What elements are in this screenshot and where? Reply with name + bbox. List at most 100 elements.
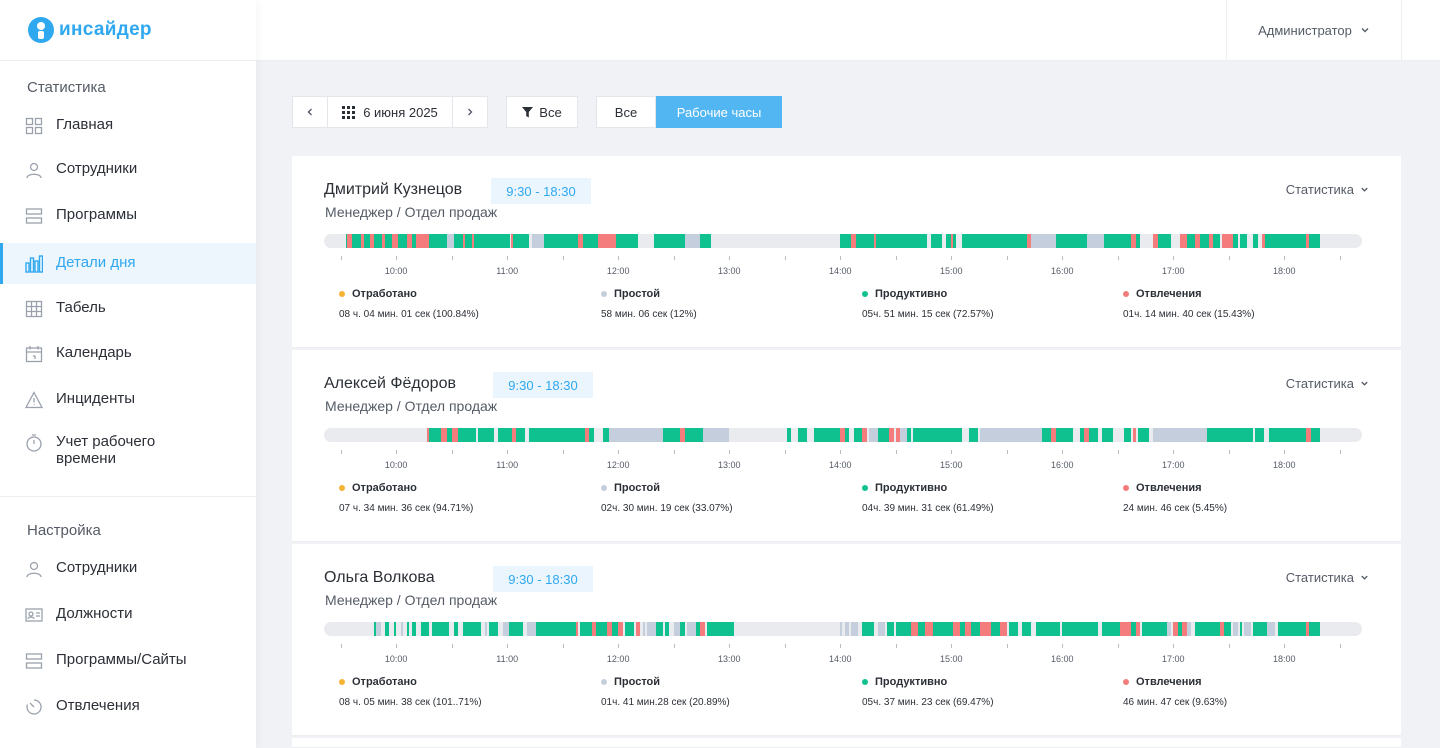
timeline-segment[interactable] xyxy=(1142,622,1167,636)
timeline-segment[interactable] xyxy=(1244,622,1251,636)
timeline-segment[interactable] xyxy=(1308,234,1320,248)
timeline-segment[interactable] xyxy=(1233,622,1238,636)
segment-all[interactable]: Все xyxy=(596,96,656,128)
timeline-segment[interactable] xyxy=(1119,622,1132,636)
timeline-segment[interactable] xyxy=(1124,428,1132,442)
timeline-segment[interactable] xyxy=(889,428,894,442)
timeline-segment[interactable] xyxy=(1262,234,1266,248)
timeline-segment[interactable] xyxy=(607,622,612,636)
timeline-segment[interactable] xyxy=(707,622,734,636)
timeline-segment[interactable] xyxy=(971,622,981,636)
timeline-segment[interactable] xyxy=(1062,622,1098,636)
timeline-segment[interactable] xyxy=(498,428,512,442)
timeline-segment[interactable] xyxy=(351,234,361,248)
segment-work-hours[interactable]: Рабочие часы xyxy=(656,96,782,128)
timeline-segment[interactable] xyxy=(695,622,701,636)
employee-name[interactable]: Алексей Фёдоров xyxy=(324,375,456,392)
timeline-segment[interactable] xyxy=(877,622,885,636)
timeline-segment[interactable] xyxy=(906,428,912,442)
timeline-segment[interactable] xyxy=(429,234,448,248)
timeline-segment[interactable] xyxy=(489,622,499,636)
sidebar-item-programs[interactable]: Программы xyxy=(0,194,256,238)
timeline-segment[interactable] xyxy=(1222,234,1234,248)
timeline-segment[interactable] xyxy=(411,622,417,636)
timeline-segment[interactable] xyxy=(429,428,441,442)
timeline-segment[interactable] xyxy=(844,622,850,636)
timeline-segment[interactable] xyxy=(595,622,608,636)
timeline-segment[interactable] xyxy=(1055,428,1074,442)
timeline-segment[interactable] xyxy=(647,622,656,636)
prev-day-button[interactable] xyxy=(292,96,328,128)
timeline-segment[interactable] xyxy=(1186,234,1196,248)
timeline-segment[interactable] xyxy=(953,234,956,248)
timeline-segment[interactable] xyxy=(582,234,599,248)
timeline-segment[interactable] xyxy=(873,234,876,248)
statistics-dropdown[interactable]: Статистика xyxy=(1286,570,1369,585)
timeline-segment[interactable] xyxy=(1253,622,1267,636)
timeline-segment[interactable] xyxy=(484,622,488,636)
timeline-segment[interactable] xyxy=(543,234,579,248)
timeline-segment[interactable] xyxy=(1224,622,1231,636)
timeline-segment[interactable] xyxy=(407,234,412,248)
timeline-segment[interactable] xyxy=(1137,428,1149,442)
sidebar-item-home[interactable]: Главная xyxy=(0,104,256,148)
timeline-segment[interactable] xyxy=(886,622,894,636)
app-logo[interactable]: инсайдер xyxy=(0,0,256,61)
timeline-segment[interactable] xyxy=(1026,234,1032,248)
timeline-segment[interactable] xyxy=(1080,428,1085,442)
timeline-segment[interactable] xyxy=(511,428,517,442)
timeline-segment[interactable] xyxy=(458,428,477,442)
statistics-dropdown[interactable]: Статистика xyxy=(1286,376,1369,391)
timeline-segment[interactable] xyxy=(510,234,513,248)
timeline-segment[interactable] xyxy=(680,622,685,636)
timeline-segment[interactable] xyxy=(373,234,382,248)
timeline-segment[interactable] xyxy=(786,428,792,442)
timeline-segment[interactable] xyxy=(591,622,596,636)
timeline-segment[interactable] xyxy=(913,428,963,442)
timeline-segment[interactable] xyxy=(1186,622,1192,636)
timeline-segment[interactable] xyxy=(598,234,616,248)
timeline-segment[interactable] xyxy=(1102,622,1120,636)
timeline-segment[interactable] xyxy=(346,234,348,248)
timeline-segment[interactable] xyxy=(624,622,634,636)
timeline-segment[interactable] xyxy=(1022,622,1032,636)
activity-timeline[interactable] xyxy=(324,234,1362,248)
timeline-segment[interactable] xyxy=(798,428,807,442)
timeline-segment[interactable] xyxy=(580,622,592,636)
timeline-segment[interactable] xyxy=(502,622,510,636)
timeline-segment[interactable] xyxy=(1208,234,1214,248)
timeline-segment[interactable] xyxy=(407,622,410,636)
timeline-segment[interactable] xyxy=(589,428,594,442)
employee-name[interactable]: Дмитрий Кузнецов xyxy=(324,181,463,198)
timeline-segment[interactable] xyxy=(1088,428,1098,442)
timeline-segment[interactable] xyxy=(684,234,701,248)
timeline-segment[interactable] xyxy=(1268,428,1307,442)
timeline-segment[interactable] xyxy=(453,622,459,636)
timeline-segment[interactable] xyxy=(895,428,901,442)
timeline-segment[interactable] xyxy=(953,622,961,636)
timeline-segment[interactable] xyxy=(453,234,463,248)
timeline-segment[interactable] xyxy=(851,622,858,636)
timeline-segment[interactable] xyxy=(813,428,841,442)
timeline-segment[interactable] xyxy=(1277,622,1307,636)
timeline-segment[interactable] xyxy=(853,428,863,442)
timeline-segment[interactable] xyxy=(1135,234,1140,248)
timeline-segment[interactable] xyxy=(700,234,712,248)
sidebar-item-distractions[interactable]: Отвлечения xyxy=(0,685,256,729)
timeline-segment[interactable] xyxy=(1199,234,1209,248)
timeline-segment[interactable] xyxy=(1000,622,1007,636)
timeline-segment[interactable] xyxy=(855,234,874,248)
timeline-segment[interactable] xyxy=(1233,234,1238,248)
timeline-segment[interactable] xyxy=(673,622,681,636)
timeline-segment[interactable] xyxy=(900,428,907,442)
timeline-segment[interactable] xyxy=(462,234,465,248)
date-picker[interactable]: 6 июня 2025 xyxy=(328,96,452,128)
timeline-segment[interactable] xyxy=(877,428,890,442)
timeline-segment[interactable] xyxy=(991,622,1001,636)
employee-name[interactable]: Ольга Волкова xyxy=(324,569,435,586)
timeline-segment[interactable] xyxy=(840,622,843,636)
timeline-segment[interactable] xyxy=(1265,234,1285,248)
timeline-segment[interactable] xyxy=(1153,428,1207,442)
timeline-segment[interactable] xyxy=(1131,622,1136,636)
timeline-segment[interactable] xyxy=(1195,234,1200,248)
